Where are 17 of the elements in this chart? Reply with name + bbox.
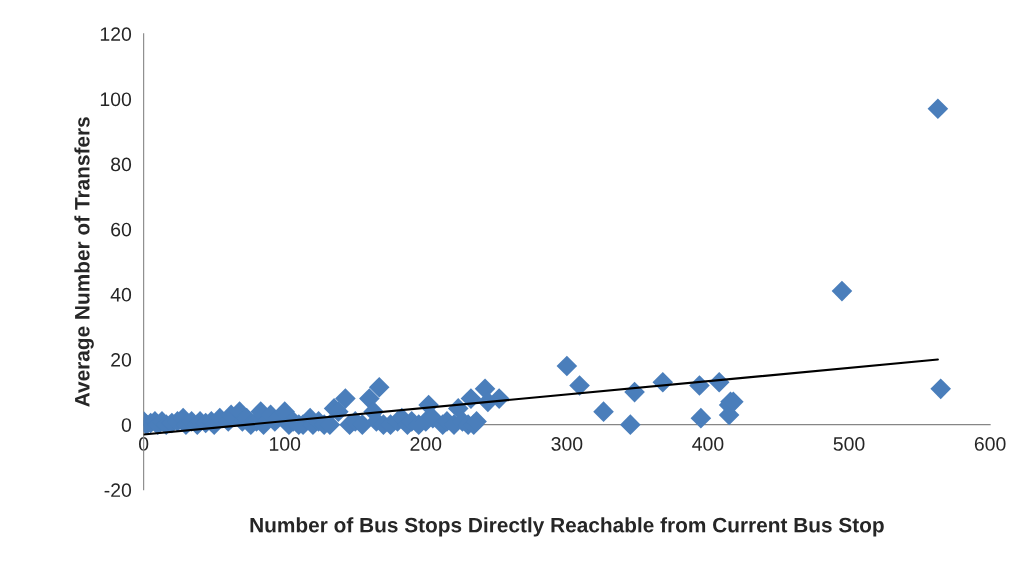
y-tick-label: 0 xyxy=(121,418,132,432)
x-tick-label: 500 xyxy=(833,437,865,451)
y-tick-label: 60 xyxy=(111,222,132,237)
x-tick-label: 0 xyxy=(138,437,149,451)
y-tick-label: -20 xyxy=(104,483,132,498)
y-tick-label: 40 xyxy=(110,287,132,302)
x-tick-label: 600 xyxy=(974,437,1006,451)
y-tick-label: 100 xyxy=(100,92,132,107)
y-tick-label: 120 xyxy=(100,27,132,42)
y-tick-label: 20 xyxy=(111,352,132,367)
x-tick-label: 300 xyxy=(551,437,583,451)
x-tick-label: 400 xyxy=(692,437,724,451)
x-tick-label: 100 xyxy=(269,437,301,451)
x-tick-label: 200 xyxy=(410,437,442,451)
y-axis-title: Average Number of Transfers xyxy=(74,117,94,407)
y-tick-label: 80 xyxy=(111,157,132,172)
x-axis-title: Number of Bus Stops Directly Reachable from Current Bus Stop xyxy=(250,517,884,537)
